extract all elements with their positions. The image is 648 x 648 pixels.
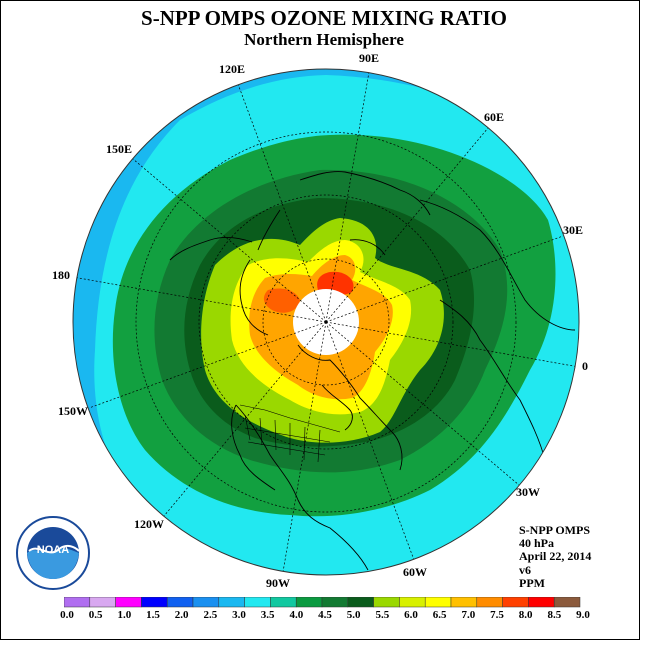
ozone-band-8-0-b xyxy=(263,288,300,313)
colorbar-segment xyxy=(115,597,142,608)
colorbar-segment xyxy=(502,597,529,608)
colorbar-tick-label: 8.5 xyxy=(547,609,562,621)
colorbar-tick-label: 9.0 xyxy=(576,609,590,621)
colorbar-segment xyxy=(64,597,91,608)
info-level: 40 hPa xyxy=(519,536,555,551)
colorbar-tick-label: 5.5 xyxy=(375,609,390,621)
colorbar-tick-label: 5.0 xyxy=(346,609,361,621)
coastlines xyxy=(169,171,576,571)
info-date: April 22, 2014 xyxy=(519,549,592,564)
colorbar-segment xyxy=(295,597,323,608)
lon-label-0: 0 xyxy=(582,359,588,373)
colorbar-segment xyxy=(399,597,426,608)
colorbar-segment xyxy=(218,597,245,608)
colorbar-segment xyxy=(141,597,168,608)
lon-label-30e: 30E xyxy=(563,223,584,237)
lon-label-120e: 120E xyxy=(219,62,246,76)
colorbar-segment xyxy=(450,597,478,608)
colorbar-tick-label: 1.5 xyxy=(146,609,160,621)
noaa-logo-text: NOAA xyxy=(37,544,69,556)
colorbar-segment xyxy=(321,597,349,608)
colorbar-segment xyxy=(244,597,271,608)
colorbar-tick-label: 0.0 xyxy=(60,609,74,621)
plot-frame xyxy=(0,0,640,640)
lon-label-90e: 90E xyxy=(359,51,380,65)
colorbar-segment xyxy=(373,597,400,608)
colorbar-tick-label: 8.0 xyxy=(518,609,533,621)
colorbar-tick-label: 2.5 xyxy=(203,609,218,621)
colorbar-segment xyxy=(553,597,581,608)
political-boundaries xyxy=(239,404,341,463)
lon-label-60e: 60E xyxy=(484,110,505,124)
info-instrument: S-NPP OMPS xyxy=(519,523,590,537)
noaa-logo: NOAA xyxy=(16,516,90,590)
colorbar-tick-label: 0.5 xyxy=(88,609,103,621)
colorbar-segment xyxy=(89,597,116,608)
page-subtitle: Northern Hemisphere xyxy=(244,30,404,49)
colorbar-segment xyxy=(192,597,220,608)
info-version: v6 xyxy=(519,562,531,577)
colorbar-segment xyxy=(166,597,194,608)
colorbar-segment xyxy=(347,597,374,608)
colorbar xyxy=(64,597,581,608)
page-title: S-NPP OMPS OZONE MIXING RATIO xyxy=(141,6,507,30)
lon-label-60w: 60W xyxy=(403,565,427,579)
info-units: PPM xyxy=(519,575,545,590)
colorbar-tick-label: 1.0 xyxy=(117,609,132,621)
colorbar-tick-label: 7.5 xyxy=(490,609,504,621)
colorbar-segment xyxy=(270,597,297,608)
longitude-grid xyxy=(73,71,579,573)
colorbar-tick-label: 6.5 xyxy=(432,609,447,621)
lon-label-180: 180 xyxy=(52,268,70,282)
colorbar-tick-label: 3.5 xyxy=(260,609,275,621)
colorbar-tick-label: 4.0 xyxy=(289,609,304,621)
colorbar-segment xyxy=(424,597,452,608)
lon-label-120w: 120W xyxy=(134,517,164,531)
latitude-grid xyxy=(135,131,517,513)
colorbar-tick-label: 3.0 xyxy=(232,609,246,621)
globe-outline xyxy=(72,68,580,576)
info-block: S-NPP OMPS 40 hPa April 22, 2014 v6 PPM xyxy=(519,523,592,590)
colorbar-tick-label: 7.0 xyxy=(461,609,476,621)
lon-label-90w: 90W xyxy=(266,576,290,590)
colorbar-tick-label: 2.0 xyxy=(174,609,189,621)
colorbar-tick-label: 4.5 xyxy=(318,609,332,621)
lon-label-150e: 150E xyxy=(106,142,133,156)
colorbar-tick-label: 6.0 xyxy=(404,609,418,621)
lon-label-150w: 150W xyxy=(58,404,88,418)
colorbar-segment xyxy=(528,597,555,608)
colorbar-segment xyxy=(476,597,503,608)
lon-label-30w: 30W xyxy=(516,485,540,499)
